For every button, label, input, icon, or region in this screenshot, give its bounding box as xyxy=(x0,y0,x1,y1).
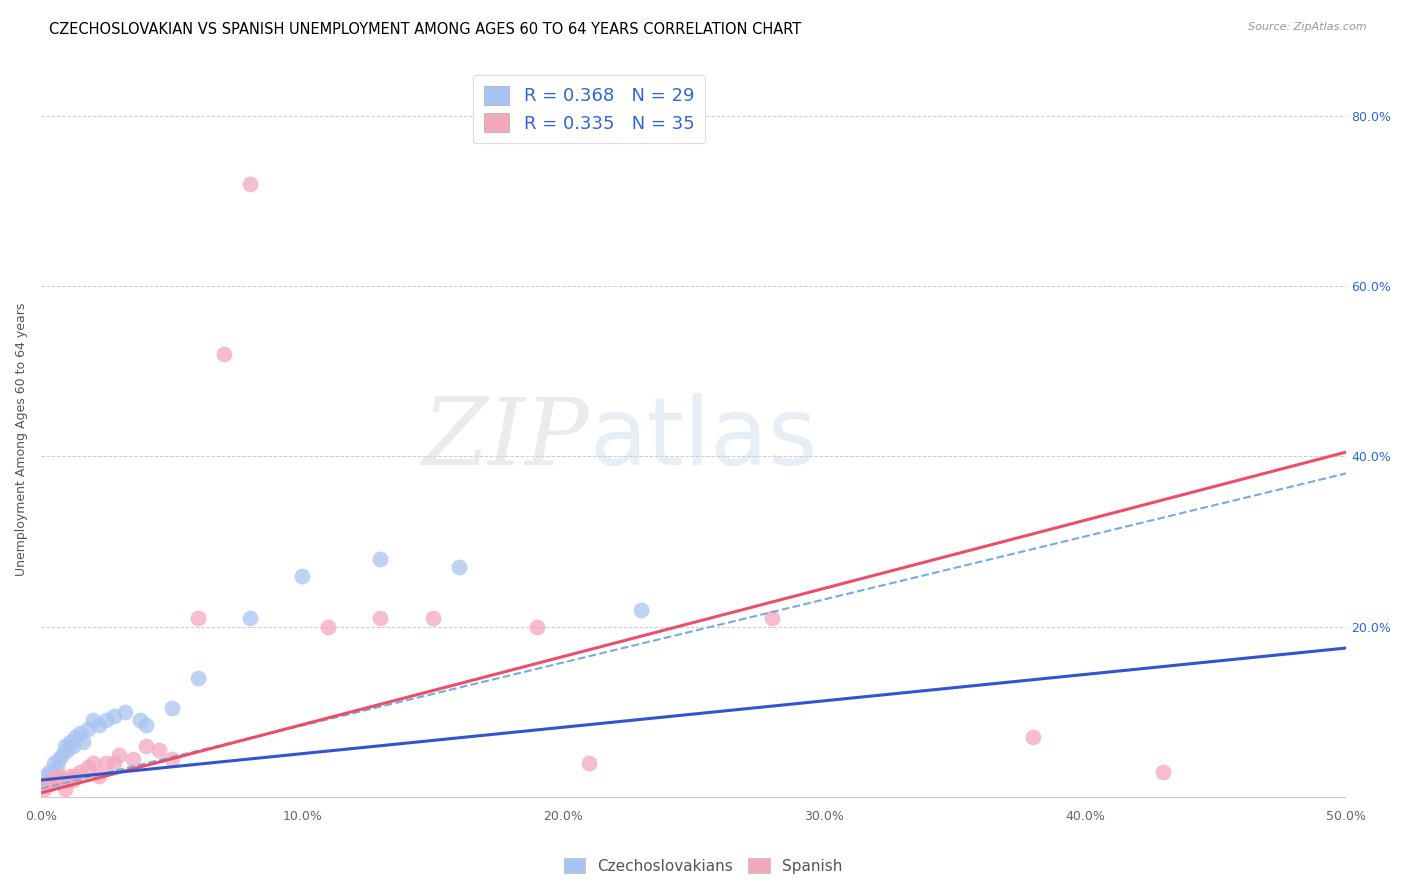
Point xyxy=(370,551,392,566)
Point xyxy=(87,717,110,731)
Point xyxy=(82,714,104,728)
Point xyxy=(53,739,76,753)
Point xyxy=(291,568,314,582)
Point xyxy=(108,747,131,762)
Point xyxy=(56,773,79,788)
Y-axis label: Unemployment Among Ages 60 to 64 years: Unemployment Among Ages 60 to 64 years xyxy=(15,302,28,576)
Text: CZECHOSLOVAKIAN VS SPANISH UNEMPLOYMENT AMONG AGES 60 TO 64 YEARS CORRELATION CH: CZECHOSLOVAKIAN VS SPANISH UNEMPLOYMENT … xyxy=(49,22,801,37)
Point xyxy=(1022,731,1045,745)
Point xyxy=(370,611,392,625)
Point xyxy=(48,769,70,783)
Point xyxy=(69,726,91,740)
Text: Source: ZipAtlas.com: Source: ZipAtlas.com xyxy=(1249,22,1367,32)
Point xyxy=(96,756,118,770)
Point xyxy=(422,611,444,625)
Legend: R = 0.368   N = 29, R = 0.335   N = 35: R = 0.368 N = 29, R = 0.335 N = 35 xyxy=(474,75,706,144)
Point xyxy=(41,773,63,788)
Point xyxy=(114,705,136,719)
Point xyxy=(56,743,79,757)
Point xyxy=(45,760,67,774)
Point xyxy=(41,773,63,788)
Point xyxy=(160,752,183,766)
Point xyxy=(103,709,125,723)
Point xyxy=(32,781,55,796)
Point xyxy=(96,714,118,728)
Point xyxy=(630,602,652,616)
Point xyxy=(72,735,94,749)
Legend: Czechoslovakians, Spanish: Czechoslovakians, Spanish xyxy=(558,852,848,880)
Point xyxy=(63,731,86,745)
Point xyxy=(53,781,76,796)
Point xyxy=(35,769,58,783)
Point xyxy=(45,773,67,788)
Point xyxy=(526,620,548,634)
Text: atlas: atlas xyxy=(589,393,817,485)
Point xyxy=(187,611,209,625)
Point xyxy=(316,620,339,634)
Point xyxy=(82,756,104,770)
Point xyxy=(129,714,152,728)
Point xyxy=(62,773,84,788)
Point xyxy=(103,756,125,770)
Point xyxy=(121,752,143,766)
Point xyxy=(1152,764,1174,779)
Point xyxy=(44,773,66,788)
Point xyxy=(578,756,600,770)
Point xyxy=(59,769,82,783)
Point xyxy=(239,177,262,191)
Point xyxy=(160,700,183,714)
Point xyxy=(761,611,783,625)
Point xyxy=(62,739,84,753)
Point xyxy=(77,722,100,736)
Point xyxy=(187,671,209,685)
Point xyxy=(51,773,73,788)
Point xyxy=(38,777,60,791)
Text: ZIP: ZIP xyxy=(423,394,589,484)
Point xyxy=(59,735,82,749)
Point xyxy=(135,717,157,731)
Point xyxy=(63,769,86,783)
Point xyxy=(77,760,100,774)
Point xyxy=(35,777,58,791)
Point xyxy=(38,764,60,779)
Point xyxy=(44,756,66,770)
Point xyxy=(69,764,91,779)
Point xyxy=(51,747,73,762)
Point xyxy=(447,560,470,574)
Point xyxy=(135,739,157,753)
Point xyxy=(239,611,262,625)
Point xyxy=(148,743,170,757)
Point xyxy=(87,769,110,783)
Point xyxy=(212,347,235,361)
Point xyxy=(48,752,70,766)
